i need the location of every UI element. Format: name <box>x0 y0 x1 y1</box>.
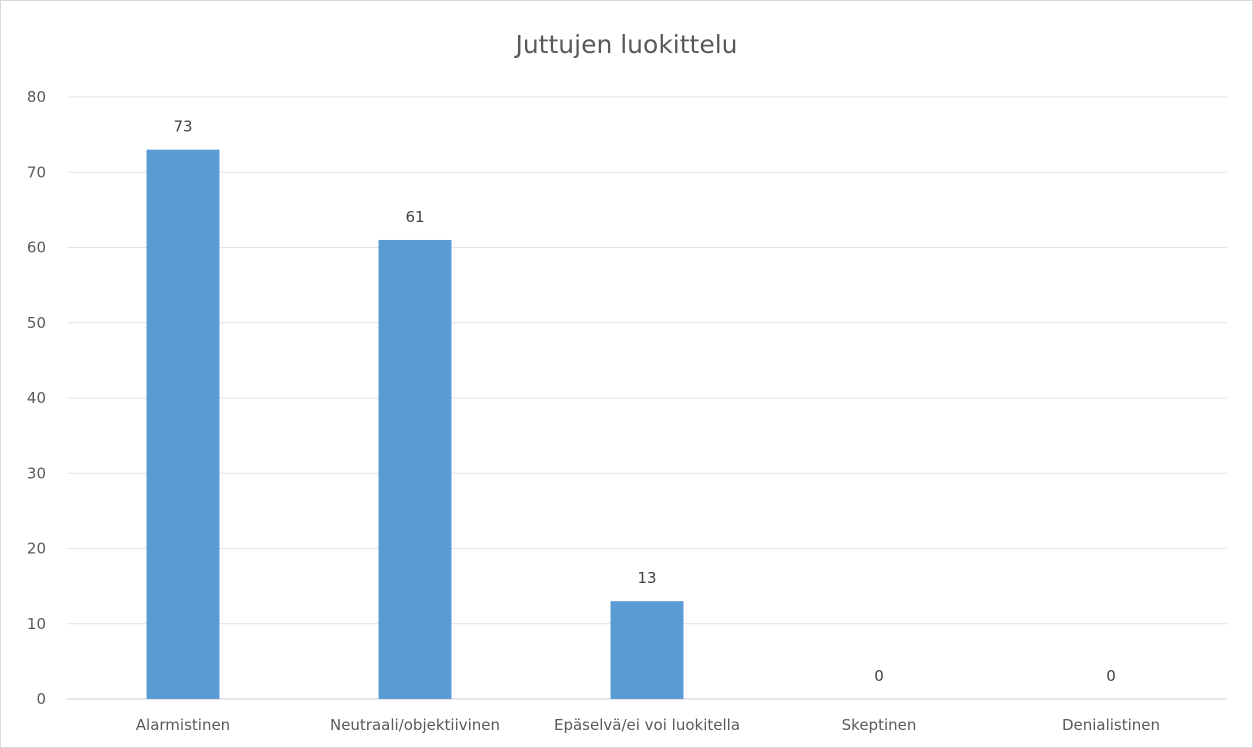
y-axis-ticks: 0 10 20 30 40 50 60 70 80 <box>27 88 46 708</box>
y-tick-label: 0 <box>36 690 46 708</box>
data-labels: 73 61 13 0 0 <box>173 118 1115 685</box>
x-category-label: Denialistinen <box>1062 716 1160 734</box>
bar-2 <box>610 601 684 699</box>
y-tick-label: 40 <box>27 389 46 407</box>
data-label: 61 <box>405 208 424 226</box>
y-tick-label: 30 <box>27 464 46 482</box>
bars <box>146 149 684 700</box>
x-category-label: Epäselvä/ei voi luokitella <box>554 716 740 734</box>
data-label: 0 <box>874 667 884 685</box>
y-tick-label: 70 <box>27 163 46 181</box>
bar-1 <box>378 239 452 699</box>
bar-0 <box>146 149 220 700</box>
data-label: 13 <box>637 569 656 587</box>
x-category-label: Alarmistinen <box>136 716 230 734</box>
y-tick-label: 10 <box>27 615 46 633</box>
gridlines <box>67 96 1227 700</box>
x-axis-categories: Alarmistinen Neutraali/objektiivinen Epäse… <box>136 716 1160 734</box>
x-category-label: Neutraali/objektiivinen <box>330 716 500 734</box>
data-label: 73 <box>173 118 192 136</box>
data-label: 0 <box>1106 667 1116 685</box>
chart-title: Juttujen luokittelu <box>515 30 738 59</box>
y-tick-label: 60 <box>27 239 46 257</box>
x-category-label: Skeptinen <box>842 716 917 734</box>
y-tick-label: 50 <box>27 314 46 332</box>
y-tick-label: 20 <box>27 540 46 558</box>
y-tick-label: 80 <box>27 88 46 106</box>
